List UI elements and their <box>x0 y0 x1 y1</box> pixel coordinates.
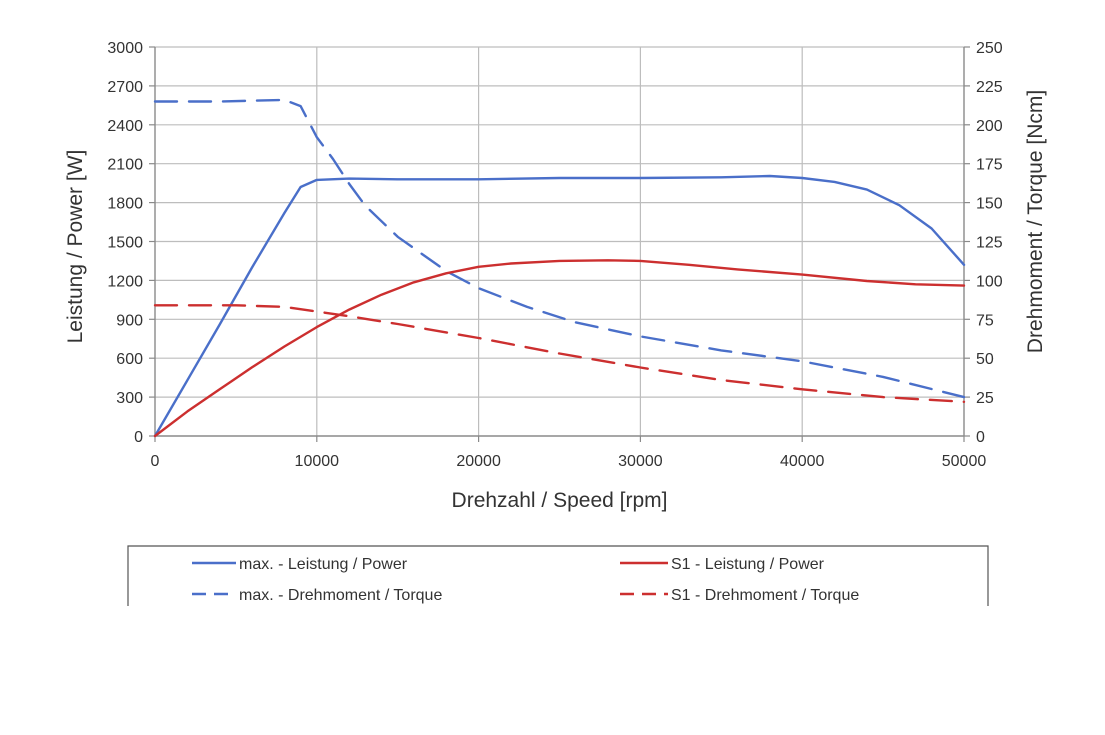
y-left-tick-label: 1500 <box>107 235 143 252</box>
legend-label-1: max. - Leistung / Power <box>239 556 408 573</box>
y-right-tick-label: 50 <box>976 351 994 368</box>
axes <box>149 46 970 442</box>
y-left-tick-label: 3000 <box>107 40 143 57</box>
x-tick-label: 10000 <box>295 453 340 470</box>
legend-label-2: max. - Drehmoment / Torque <box>239 587 442 604</box>
legend-label-3: S1 - Leistung / Power <box>671 556 825 573</box>
y-left-tick-label: 1800 <box>107 196 143 213</box>
y-left-tick-label: 0 <box>134 429 143 446</box>
y-right-tick-label: 75 <box>976 312 994 329</box>
y-right-tick-label: 100 <box>976 273 1003 290</box>
tick-labels: 0300600900120015001800210024002700300002… <box>107 40 1002 470</box>
series-line-2 <box>153 98 966 399</box>
y-left-axis-title: Leistung / Power [W] <box>64 150 87 344</box>
x-axis-title: Drehzahl / Speed [rpm] <box>452 489 668 512</box>
series-line-4 <box>153 304 966 403</box>
legend-label-4: S1 - Drehmoment / Torque <box>671 587 859 604</box>
y-left-tick-label: 600 <box>116 351 143 368</box>
y-right-tick-label: 250 <box>976 40 1003 57</box>
x-tick-label: 20000 <box>456 453 501 470</box>
y-left-tick-label: 2400 <box>107 118 143 135</box>
y-right-tick-label: 225 <box>976 79 1003 96</box>
y-right-axis-title: Drehmoment / Torque [Ncm] <box>1024 90 1047 353</box>
legend: max. - Leistung / Power max. - Drehmoment… <box>127 545 989 606</box>
y-left-tick-label: 300 <box>116 390 143 407</box>
y-left-tick-label: 2100 <box>107 157 143 174</box>
y-right-tick-label: 0 <box>976 429 985 446</box>
x-tick-label: 50000 <box>942 453 987 470</box>
grid <box>155 46 964 436</box>
y-left-tick-label: 900 <box>116 312 143 329</box>
series-lines <box>153 98 966 438</box>
series-line-1 <box>153 174 966 438</box>
y-left-tick-label: 1200 <box>107 273 143 290</box>
series-line-3 <box>153 259 966 438</box>
x-tick-label: 40000 <box>780 453 825 470</box>
y-right-tick-label: 175 <box>976 157 1003 174</box>
legend-box <box>127 545 989 606</box>
y-right-tick-label: 25 <box>976 390 994 407</box>
y-right-tick-label: 200 <box>976 118 1003 135</box>
x-tick-label: 30000 <box>618 453 663 470</box>
y-right-tick-label: 125 <box>976 235 1003 252</box>
y-right-tick-label: 150 <box>976 196 1003 213</box>
x-tick-label: 0 <box>151 453 160 470</box>
y-left-tick-label: 2700 <box>107 79 143 96</box>
